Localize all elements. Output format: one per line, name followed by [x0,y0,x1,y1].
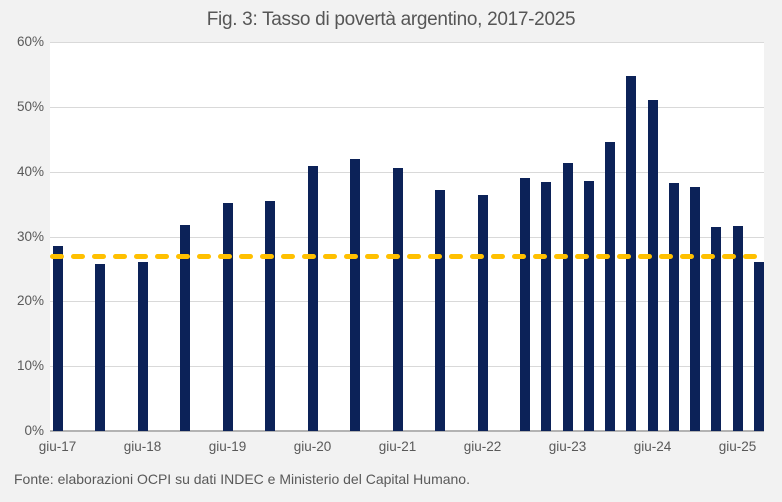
reference-line-dash [449,254,463,260]
y-tick-label-30%: 30% [16,228,44,244]
x-tick-label-giu-21: giu-21 [378,439,417,454]
y-tick-label-60%: 60% [16,34,44,49]
bar-giu-22 [477,195,488,431]
reference-line-dash [71,254,85,260]
y-tick-label-20%: 20% [16,293,44,309]
bar-mar-24 [626,76,637,431]
bar-set-23 [583,181,594,431]
bar-dic-18 [180,224,190,431]
reference-line-dash [407,254,421,260]
reference-line-dash [365,254,379,260]
reference-line-dash [386,254,400,260]
bar-giu-23 [562,162,573,431]
reference-line-dash [554,254,568,260]
reference-line-dash [155,254,169,260]
reference-line-dash [491,254,505,260]
x-tick-label-giu-25: giu-25 [718,439,757,454]
gridline-10 [50,366,764,368]
y-tick-label-50%: 50% [16,98,44,114]
reference-line-dash [743,254,757,260]
gridline-30 [50,236,764,238]
y-tick-label-10%: 10% [16,358,44,374]
x-axis-line [50,430,764,432]
gridline-60 [50,42,764,43]
bar-giu-18 [137,261,148,431]
reference-line-dash [176,254,190,260]
bar-dic-19 [265,200,275,431]
bar-mar-23 [541,182,552,431]
reference-line-dash [134,254,148,260]
bar-mar-25 [711,227,722,431]
reference-line-dash [218,254,232,260]
reference-line-dash [113,254,127,260]
x-tick-label-giu-19: giu-19 [208,439,247,454]
reference-line-dash [575,254,589,260]
x-tick-label-giu-24: giu-24 [633,439,672,454]
reference-line-dash [596,254,610,260]
reference-line-dash [281,254,295,260]
reference-line-dash [659,254,673,260]
bar-giu-17 [52,245,63,431]
bar-giu-25 [732,226,743,431]
bar-giu-19 [222,202,233,431]
reference-line-dash [92,254,106,260]
reference-line-dash [701,254,715,260]
gridline-20 [50,301,764,303]
gridline-50 [50,106,764,108]
reference-line-dash [197,254,211,260]
reference-line-dash [680,254,694,260]
bar-dic-23 [605,141,615,431]
x-tick-label-giu-22: giu-22 [463,439,502,454]
y-tick-label-40%: 40% [16,163,44,179]
chart-title: Fig. 3: Tasso di povertà argentino, 2017… [206,9,576,30]
bar-giu-24 [647,100,658,431]
reference-line-dash [470,254,484,260]
reference-line-dash [722,254,736,260]
bar-giu-21 [392,168,403,431]
x-tick-label-giu-23: giu-23 [548,439,587,454]
reference-line-dash [617,254,631,260]
reference-line-dash [638,254,652,260]
source-note: Fonte: elaborazioni OCPI su dati INDEC e… [14,471,470,487]
y-tick-label-0%: 0% [24,423,44,438]
reference-line-dash [512,254,526,260]
reference-line-dash [344,254,358,260]
bar-dic-24 [690,186,700,431]
bar-giu-20 [307,165,318,431]
reference-line-dash [302,254,316,260]
reference-line-dash [239,254,253,260]
reference-line-dash [50,254,64,260]
gridline-40 [50,171,764,173]
x-tick-label-giu-20: giu-20 [293,439,332,454]
plot-area [50,42,764,432]
bar-set-24 [668,183,679,431]
bar-dic-22 [520,177,530,431]
reference-line-dash [533,254,547,260]
bar-set-25 [753,262,764,431]
bar-dic-17 [95,264,105,431]
reference-line-dash [428,254,442,260]
bar-dic-20 [350,158,360,431]
reference-line-dash [260,254,274,260]
bar-dic-21 [435,189,445,431]
reference-line-dash [323,254,337,260]
x-tick-label-giu-17: giu-17 [38,439,77,454]
x-tick-label-giu-18: giu-18 [123,439,162,454]
